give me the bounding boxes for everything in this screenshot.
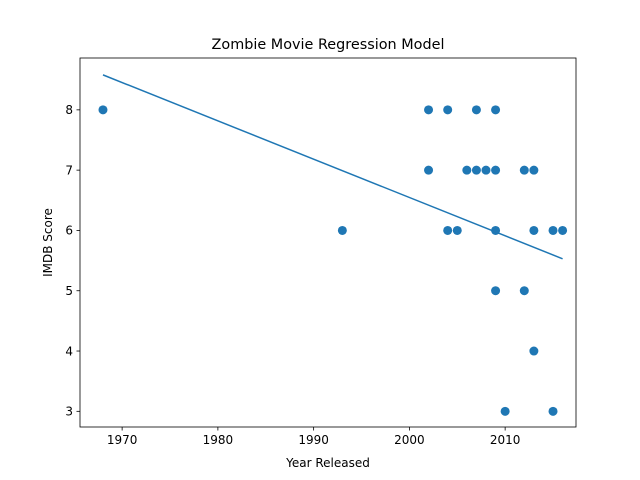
data-point [443,105,453,115]
data-point [529,346,539,356]
y-tick-label: 5 [65,284,73,298]
y-tick-label: 6 [65,224,73,238]
regression-line [102,74,563,260]
y-tick-label: 4 [65,344,73,358]
data-point [443,225,453,235]
data-point [424,165,434,175]
y-tick-label: 7 [65,163,73,177]
y-axis-label: IMDB Score [41,208,55,277]
x-tick-label: 1970 [107,433,138,447]
data-point [548,406,558,416]
data-point [558,225,568,235]
data-point [548,225,558,235]
data-point [98,105,108,115]
data-point [519,165,529,175]
y-tick-label: 3 [65,405,73,419]
data-point [491,105,501,115]
data-point [500,406,510,416]
data-point [491,165,501,175]
data-point [462,165,472,175]
axis-ticks: 1970 1980 1990 2000 2010 3 4 5 6 7 8 [65,103,520,447]
data-point [529,225,539,235]
data-point [471,165,481,175]
data-point [424,105,434,115]
data-point [481,165,491,175]
data-point [529,165,539,175]
data-point [491,286,501,296]
data-point [337,225,347,235]
plot-area [98,74,568,416]
x-axis-label: Year Released [285,456,370,470]
chart-title: Zombie Movie Regression Model [212,37,445,53]
x-tick-label: 1980 [203,433,234,447]
x-tick-label: 2010 [490,433,521,447]
data-point [471,105,481,115]
data-point [519,286,529,296]
x-tick-label: 1990 [298,433,329,447]
y-tick-label: 8 [65,103,73,117]
axes-frame [79,57,577,428]
data-point [452,225,462,235]
x-tick-label: 2000 [394,433,425,447]
